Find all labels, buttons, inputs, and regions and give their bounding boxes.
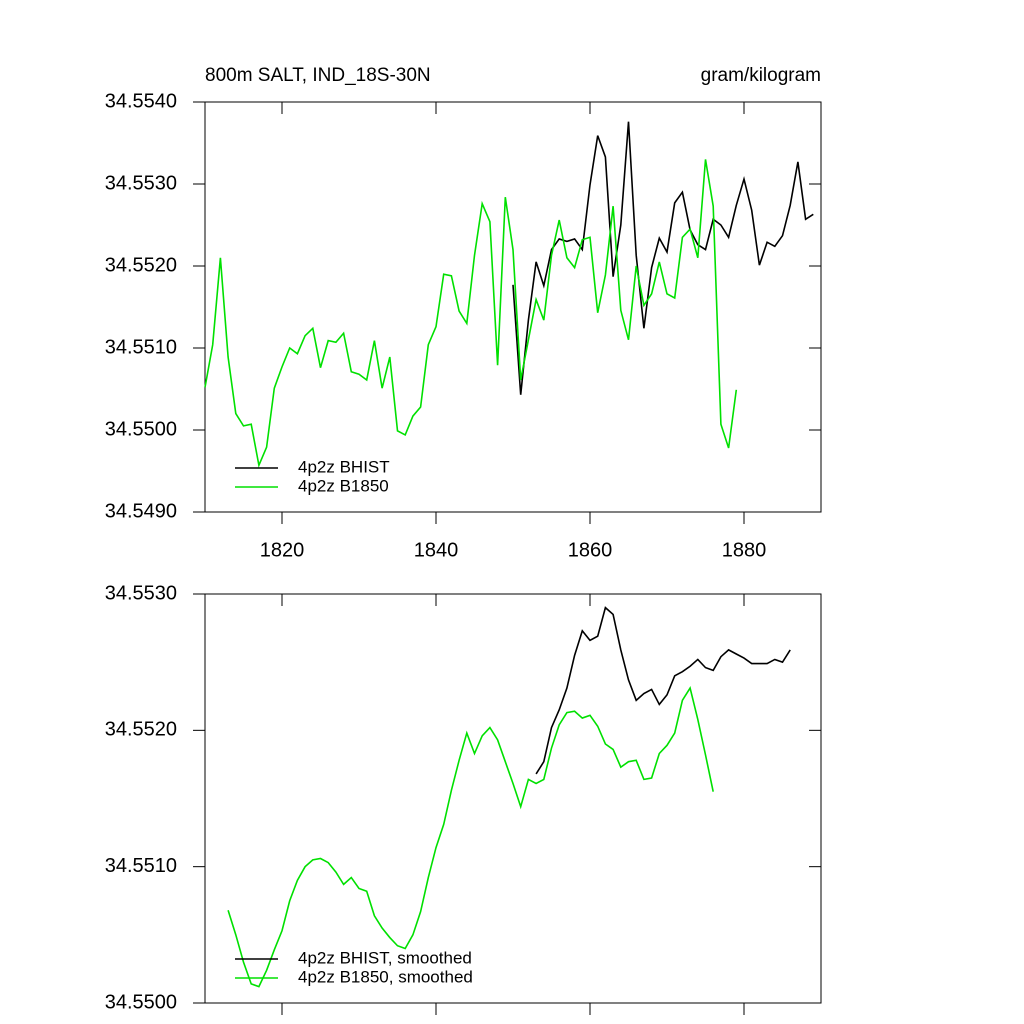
y-tick-label: 34.5530: [105, 582, 177, 604]
legend-label: 4p2z B1850, smoothed: [298, 967, 473, 986]
y-tick-label: 34.5510: [105, 336, 177, 358]
x-tick-label: 1860: [568, 539, 613, 561]
series-line: [535, 606, 791, 775]
x-tick-label: 1840: [414, 539, 459, 561]
plot-frame: [204, 593, 822, 1004]
x-tick-label: 1880: [722, 539, 767, 561]
y-tick-label: 34.5520: [105, 254, 177, 276]
y-tick-label: 34.5510: [105, 855, 177, 877]
y-tick-label: 34.5490: [105, 500, 177, 522]
y-tick-label: 34.5500: [105, 991, 177, 1013]
y-tick-label: 34.5540: [105, 90, 177, 112]
chart-title: 800m SALT, IND_18S-30N: [205, 65, 431, 86]
series-line: [227, 686, 714, 988]
y-tick-label: 34.5520: [105, 719, 177, 741]
legend-label: 4p2z BHIST, smoothed: [298, 948, 472, 967]
y-tick-label: 34.5500: [105, 418, 177, 440]
units-title: gram/kilogram: [701, 65, 821, 86]
x-tick-label: 1820: [260, 539, 305, 561]
plot-frame: [204, 101, 822, 513]
series-line: [512, 121, 814, 395]
legend-label: 4p2z B1850: [298, 476, 389, 495]
legend-label: 4p2z BHIST: [298, 457, 390, 476]
y-tick-label: 34.5530: [105, 172, 177, 194]
series-line: [204, 159, 738, 468]
